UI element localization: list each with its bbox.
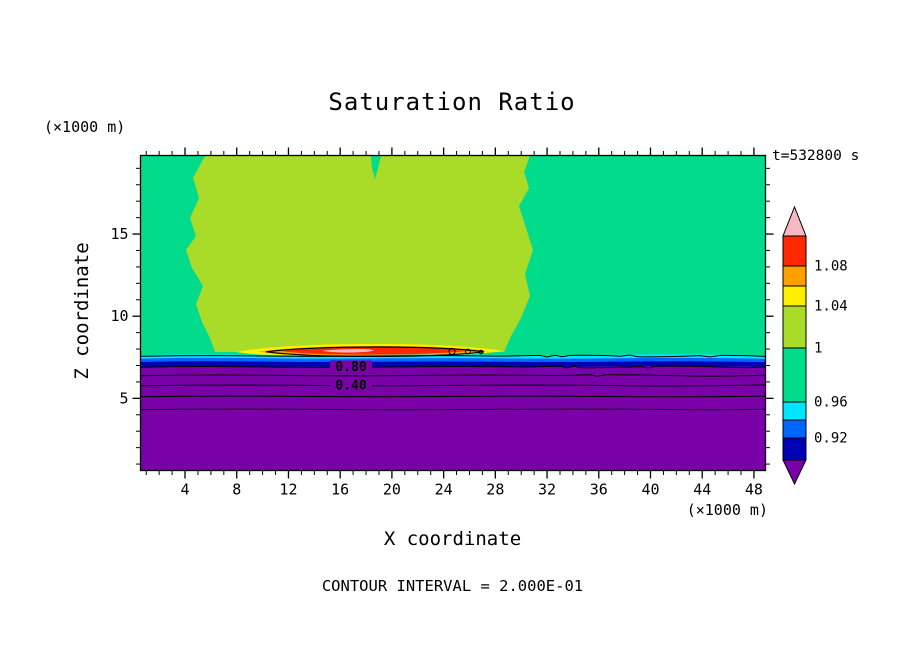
y-tick-label: 10	[110, 307, 128, 325]
x-tick-label: 12	[279, 481, 297, 499]
plume-notch-green	[371, 156, 381, 179]
contour-label-0-40: 0.40	[335, 379, 366, 394]
x-tick-label: 20	[383, 481, 401, 499]
colorbar: 1.08 1.04 1 0.96 0.92	[782, 205, 848, 486]
colorbar-segment-yellow-green	[782, 305, 807, 349]
contour-label-0-80: 0.80	[335, 360, 366, 375]
streak-pink	[322, 349, 374, 353]
chart-title: Saturation Ratio	[328, 88, 576, 116]
x-tick-label: 32	[538, 481, 556, 499]
x-tick-label: 28	[486, 481, 504, 499]
colorbar-segment-cyan	[782, 401, 807, 421]
x-axis-units-label: (×1000 m)	[686, 501, 768, 519]
contour-label-bg	[330, 379, 372, 393]
contour-line-0-4	[141, 384, 765, 387]
colorbar-arrow-bottom	[782, 459, 807, 486]
streak-red	[282, 347, 466, 355]
x-tick-label: 36	[590, 481, 608, 499]
contour-speck-2	[465, 348, 471, 355]
contour-line-0-6	[141, 374, 765, 377]
colorbar-segment-navy	[782, 437, 807, 461]
colorbar-label: 1.04	[814, 299, 848, 315]
contour-line-0-8	[141, 365, 765, 369]
colorbar-label: 0.96	[814, 395, 848, 411]
x-tick-label: 44	[693, 481, 711, 499]
x-tick-label: 24	[435, 481, 453, 499]
time-annotation: t=532800 s	[772, 148, 860, 164]
contour-label-bg	[330, 360, 372, 374]
y-tick-label: 5	[119, 389, 128, 407]
contour-line-0-2	[141, 395, 765, 398]
colorbar-segment-red	[782, 235, 807, 267]
x-tick-label: 48	[745, 481, 763, 499]
x-tick-label: 8	[232, 481, 241, 499]
colorbar-label: 0.92	[814, 431, 848, 447]
streak-contour-outline	[265, 346, 485, 358]
x-tick-label: 40	[641, 481, 659, 499]
contour-field: 0.80 0.40	[141, 156, 765, 470]
colorbar-segment-yellow	[782, 285, 807, 307]
contour-line-1-0	[141, 354, 765, 358]
colorbar-label: 1.08	[814, 259, 848, 275]
y-axis-units-label: (×1000 m)	[44, 118, 126, 136]
plume-yellow-green	[186, 156, 533, 352]
colorbar-arrow-top	[782, 205, 807, 237]
y-tick-label: 15	[110, 225, 128, 243]
x-axis-title: X coordinate	[383, 528, 522, 550]
x-tick-label: 4	[181, 481, 190, 499]
contour-interval-note: CONTOUR INTERVAL = 2.000E-01	[321, 577, 584, 595]
contour-speck-3	[478, 349, 484, 355]
contour-line-0-0	[141, 408, 765, 411]
contour-speck-1	[448, 348, 456, 355]
colorbar-segment-green	[782, 347, 807, 403]
colorbar-label: 1	[814, 341, 822, 357]
plot-frame	[139, 154, 767, 472]
x-tick-label: 16	[331, 481, 349, 499]
colorbar-segment-orange	[782, 265, 807, 287]
region-purple	[141, 366, 765, 470]
colorbar-segment-blue	[782, 419, 807, 439]
